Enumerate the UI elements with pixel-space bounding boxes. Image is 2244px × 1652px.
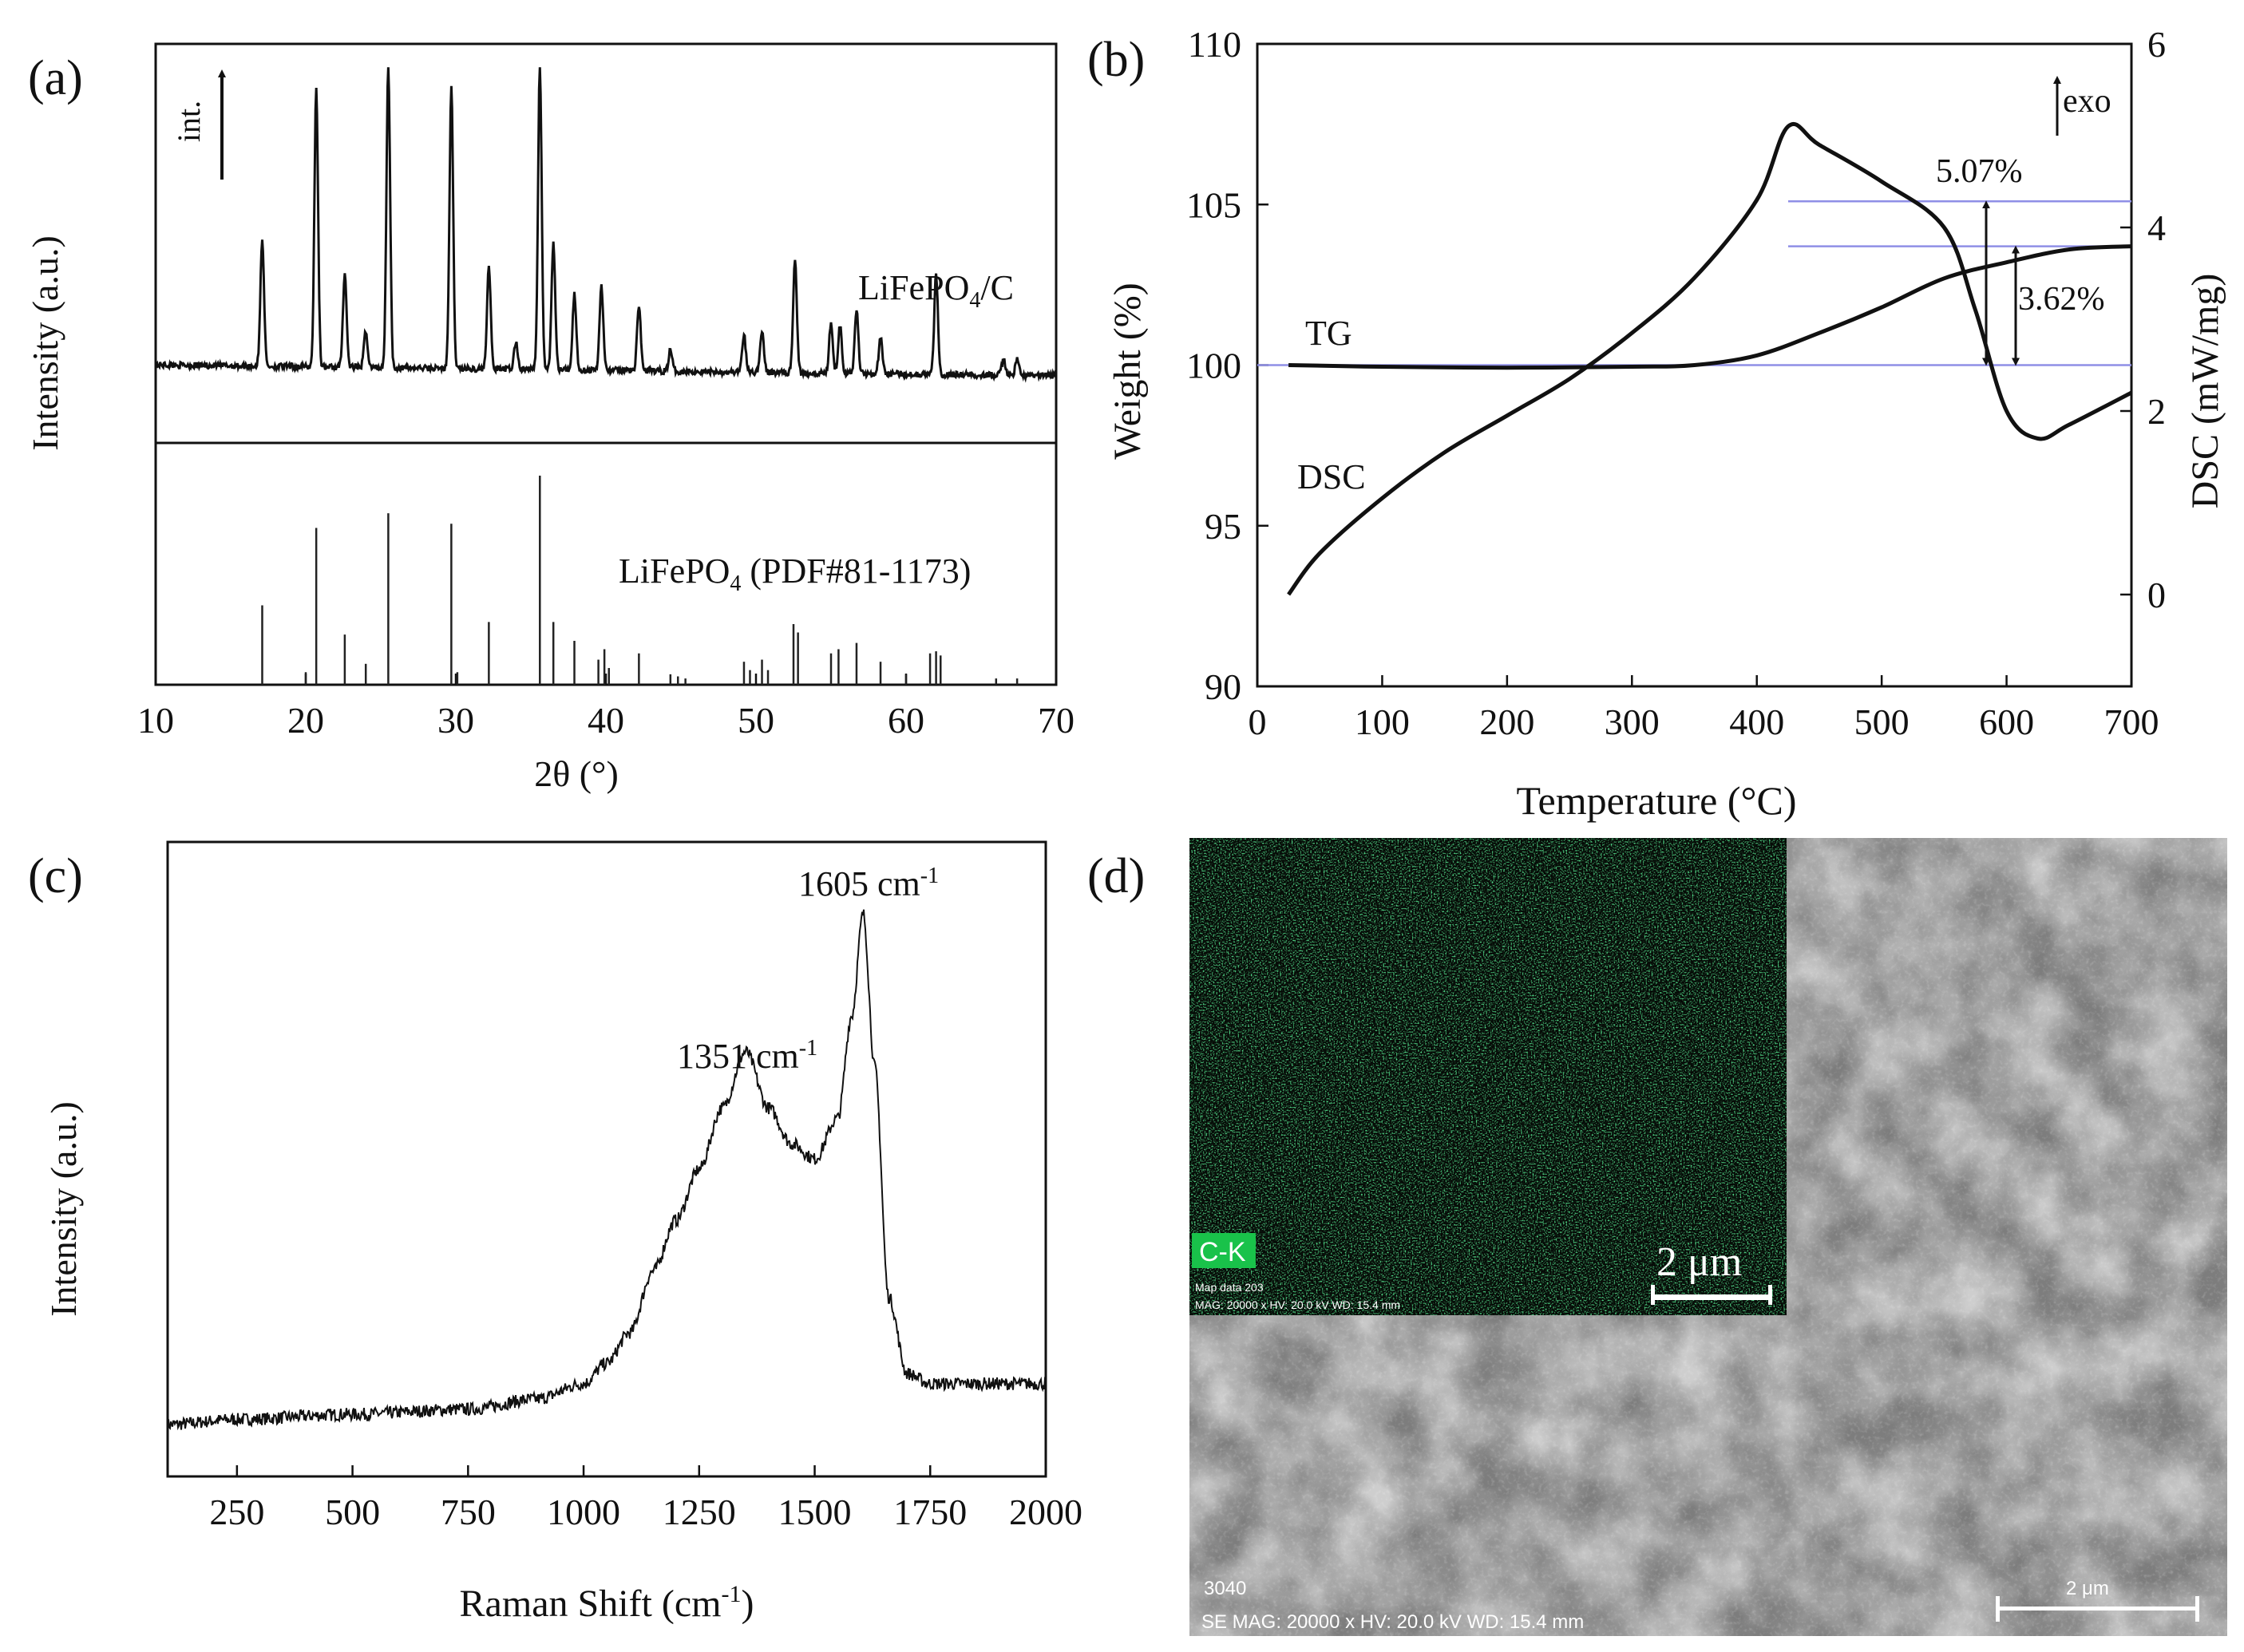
panel-a-marks xyxy=(154,67,1058,685)
dsc-curve-line xyxy=(1287,122,2133,596)
legend-lifepo4-pdf-sub: 4 xyxy=(730,571,741,596)
edx-element-tag xyxy=(1192,1233,1256,1268)
panel-c: (c) 250 500 750 1000 1250 1500 1750 2000 Intens… xyxy=(28,840,1082,1625)
tg-curve-line xyxy=(1288,244,2132,370)
panel-b-ticks: 0 100 200 300 400 500 600 700 90 95 100 105 110 0 2 4 6 xyxy=(1186,24,2166,742)
panel-b: (b) 0 100 200 300 400 500 600 70090951001051100… xyxy=(1087,24,2226,823)
panel-a-arrow-label: int. xyxy=(171,101,207,142)
panel-b-y-axis-label: Weight (%) xyxy=(1106,283,1149,459)
panel-a-x-tick-label: 20 xyxy=(287,700,324,741)
panel-c-frame xyxy=(166,840,1047,1478)
panel-c-axes xyxy=(166,840,1047,1478)
legend-lifepo4-c: LiFePO4/C xyxy=(858,268,1014,313)
peak-label-1605-main: 1605 cm xyxy=(798,864,920,903)
peak-label-1351-sup: -1 xyxy=(799,1036,817,1061)
peak-label-1605: 1605 cm-1 xyxy=(798,864,939,903)
edx-scale-bar xyxy=(1651,1294,1772,1300)
panel-c-marks xyxy=(167,909,1047,1432)
panel-b-x-tick-label: 700 xyxy=(2104,702,2159,742)
panel-c-x-tick-label: 250 xyxy=(209,1492,264,1532)
edx-map-info-2: MAG: 20000 x HV: 20.0 kV WD: 15.4 mm xyxy=(1195,1298,1400,1311)
legend-lifepo4-pdf-main: LiFePO xyxy=(619,551,730,591)
panel-b-y-tick-label: 105 xyxy=(1186,184,1241,225)
sem-scale-bar-cap-right xyxy=(2195,1596,2199,1622)
panel-b-marks xyxy=(1257,122,2133,596)
sem-scale-bar-cap-left xyxy=(1996,1596,2000,1622)
panel-a-x-tick-label: 30 xyxy=(437,700,474,741)
sem-info-bar: SE MAG: 20000 x HV: 20.0 kV WD: 15.4 mm xyxy=(1201,1611,1584,1633)
panel-b-x-tick-label: 0 xyxy=(1249,702,1267,742)
panel-a: (a) 10 20 30 40 50 60 70 Intensity (a.u.) 2θ (… xyxy=(25,42,1075,794)
panel-b-x-tick-label: 400 xyxy=(1729,702,1784,742)
panel-b-y-right-tick-label: 6 xyxy=(2147,24,2166,65)
panel-label-b: (b) xyxy=(1087,33,1145,87)
panel-b-y-axis-right-label: DSC (mW/mg) xyxy=(2184,274,2226,509)
panel-b-loss-total-label: 5.07% xyxy=(1936,153,2023,190)
peak-label-1351: 1351 cm-1 xyxy=(677,1036,817,1076)
panel-c-y-axis-label: Intensity (a.u.) xyxy=(43,1101,84,1317)
panel-c-x-axis-label-tail: ) xyxy=(741,1583,754,1625)
panel-a-x-tick-label: 60 xyxy=(888,700,924,741)
panel-b-y-tick-label: 100 xyxy=(1186,346,1241,386)
panel-b-x-tick-label: 600 xyxy=(1979,702,2034,742)
peak-label-1351-main: 1351 cm xyxy=(677,1037,799,1076)
panel-label-a: (a) xyxy=(28,51,83,105)
panel-c-x-tick-label: 1250 xyxy=(663,1492,736,1532)
edx-scale-bar-cap-right xyxy=(1768,1285,1772,1305)
panel-c-x-tick-label: 1750 xyxy=(893,1492,967,1532)
panel-a-x-tick-label: 40 xyxy=(588,700,624,741)
panel-b-x-tick-label: 100 xyxy=(1355,702,1410,742)
peak-label-1605-sup: -1 xyxy=(920,864,939,888)
edx-scale-label: 2 μm xyxy=(1656,1239,1742,1285)
panel-a-x-tick-label: 70 xyxy=(1038,700,1075,741)
panel-b-y-right-tick-label: 0 xyxy=(2147,575,2166,615)
panel-b-y-right-tick-label: 4 xyxy=(2147,207,2166,248)
edx-map-dots xyxy=(1189,838,1787,1315)
edx-map-inset: C-K Map data 203 MAG: 20000 x HV: 20.0 k… xyxy=(1189,838,1787,1315)
panel-b-dsc-label: DSC xyxy=(1297,457,1366,496)
panel-a-x-axis-label: 2θ (°) xyxy=(534,753,619,794)
edx-element-label: C-K xyxy=(1199,1237,1246,1267)
sem-scale-label: 2 μm xyxy=(2066,1578,2109,1599)
panel-d: (d) C-K Map data 203 MAG: 20000 x HV: 20… xyxy=(1087,838,2227,1636)
raman-spectrum-line xyxy=(167,909,1047,1432)
panel-label-c: (c) xyxy=(28,849,83,903)
legend-lifepo4-pdf-tail: (PDF#81-1173) xyxy=(741,551,971,591)
panel-b-exo-label: exo xyxy=(2063,83,2111,120)
panel-c-x-tick-label: 1000 xyxy=(547,1492,620,1532)
legend-lifepo4-pdf: LiFePO4 (PDF#81-1173) xyxy=(619,551,971,596)
edx-map-info-1: Map data 203 xyxy=(1195,1281,1264,1294)
panel-c-x-ticks: 250 500 750 1000 1250 1500 1750 2000 xyxy=(209,1465,1082,1532)
sem-scale-bar xyxy=(1996,1607,2199,1611)
panel-b-loss-step-label: 3.62% xyxy=(2018,281,2105,318)
panel-c-x-axis-label: Raman Shift (cm-1) xyxy=(460,1581,754,1625)
panel-b-tg-label: TG xyxy=(1305,314,1352,353)
panel-b-y-right-tick-label: 2 xyxy=(2147,391,2166,432)
panel-c-x-tick-label: 500 xyxy=(325,1492,380,1532)
legend-lifepo4-c-tail: /C xyxy=(980,268,1014,307)
panel-c-x-tick-label: 750 xyxy=(441,1492,496,1532)
panel-c-x-axis-label-sup: -1 xyxy=(721,1581,741,1607)
panel-c-x-axis-label-main: Raman Shift (cm xyxy=(460,1583,722,1625)
legend-lifepo4-c-sub: 4 xyxy=(969,288,980,313)
panel-label-d: (d) xyxy=(1087,849,1145,903)
legend-lifepo4-c-main: LiFePO xyxy=(858,268,969,307)
panel-b-x-tick-label: 200 xyxy=(1479,702,1534,742)
panel-b-x-axis-label: Temperature (°C) xyxy=(1516,778,1796,823)
panel-a-x-tick-label: 50 xyxy=(738,700,774,741)
edx-scale-bar-cap-left xyxy=(1651,1285,1655,1305)
panel-b-x-tick-label: 500 xyxy=(1854,702,1910,742)
panel-c-x-tick-label: 2000 xyxy=(1009,1492,1082,1532)
panel-a-y-axis-label: Intensity (a.u.) xyxy=(25,235,65,451)
xrd-pattern-line xyxy=(154,67,1058,383)
panel-b-y-tick-label: 95 xyxy=(1205,506,1241,547)
panel-a-x-tick-label: 10 xyxy=(137,700,174,741)
panel-b-y-tick-label: 110 xyxy=(1188,24,1241,65)
panel-b-y-tick-label: 90 xyxy=(1205,666,1241,707)
panel-c-x-tick-label: 1500 xyxy=(778,1492,852,1532)
panel-b-x-tick-label: 300 xyxy=(1605,702,1660,742)
sem-image-id: 3040 xyxy=(1204,1578,1246,1599)
